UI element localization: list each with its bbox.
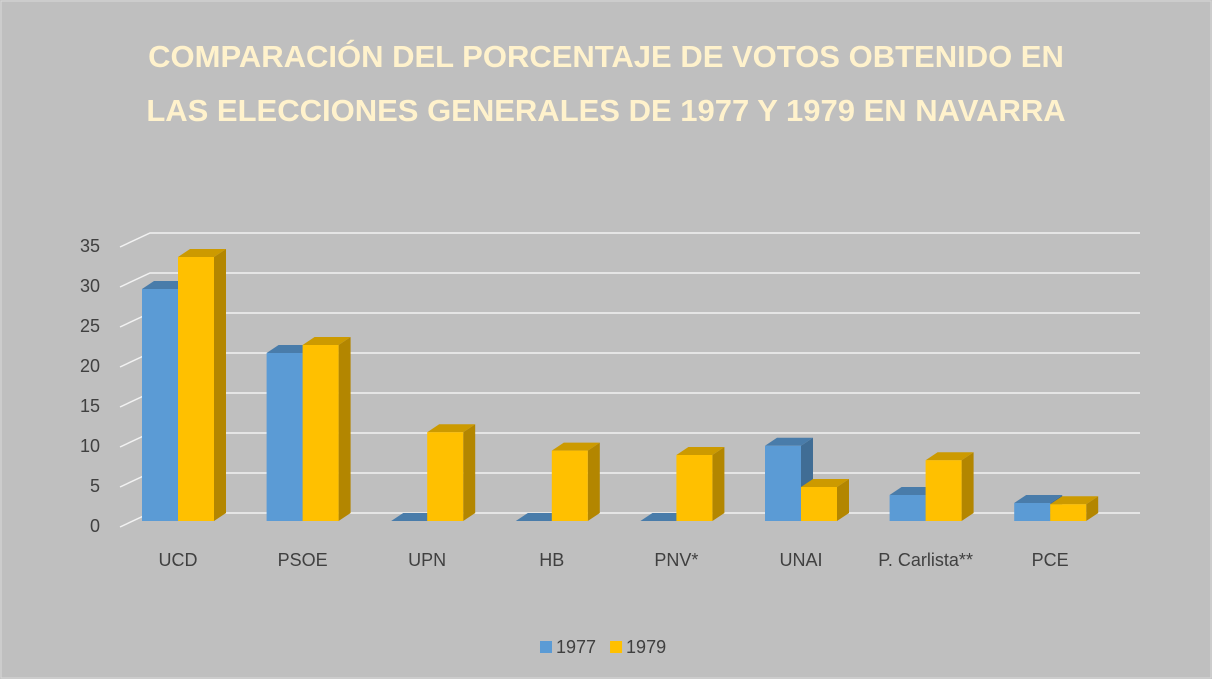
x-tick-label: PSOE xyxy=(277,550,328,570)
legend-swatch xyxy=(610,641,623,653)
bar xyxy=(551,450,588,521)
bar xyxy=(178,257,214,521)
bar-side xyxy=(463,424,476,521)
x-tick-label: HB xyxy=(539,550,565,570)
y-tick-label: 10 xyxy=(80,436,100,456)
legend-swatch xyxy=(540,641,552,653)
bar xyxy=(1050,504,1087,521)
bar-top xyxy=(1014,495,1063,503)
bar-side xyxy=(712,447,725,521)
x-tick-label: UPN xyxy=(408,550,447,570)
bar-top xyxy=(178,249,226,257)
bar-side xyxy=(837,479,849,521)
legend-label: 1979 xyxy=(626,637,666,657)
bar-top xyxy=(551,442,600,451)
bar-top xyxy=(1050,496,1099,505)
y-tick-label: 25 xyxy=(80,316,100,336)
bar xyxy=(676,455,713,521)
bar-side xyxy=(587,442,600,521)
grid-line xyxy=(119,272,1140,288)
bar xyxy=(302,345,339,521)
bar xyxy=(889,495,926,521)
y-tick-label: 35 xyxy=(80,236,100,256)
bar xyxy=(142,289,178,521)
bar-side xyxy=(214,249,226,521)
bar-top xyxy=(765,437,813,446)
y-tick-label: 0 xyxy=(90,516,100,536)
x-tick-label: PNV* xyxy=(654,550,699,570)
bar-side xyxy=(961,452,974,521)
y-tick-label: 15 xyxy=(80,396,100,416)
bar-top xyxy=(925,452,974,461)
x-tick-label: P. Carlista** xyxy=(878,550,973,570)
bar xyxy=(925,460,962,521)
bar-top xyxy=(302,337,351,345)
grid-line xyxy=(119,312,1140,328)
bar xyxy=(801,487,837,521)
bar-top xyxy=(801,479,849,487)
bar xyxy=(427,432,464,521)
y-tick-label: 5 xyxy=(90,476,100,496)
bar-side xyxy=(1086,496,1099,521)
x-tick-label: UNAI xyxy=(779,550,823,570)
legend-label: 1977 xyxy=(556,637,596,657)
bar-top xyxy=(676,447,725,455)
y-tick-label: 30 xyxy=(80,276,100,296)
x-tick-label: UCD xyxy=(158,550,198,570)
bar xyxy=(266,353,303,521)
y-tick-label: 20 xyxy=(80,356,100,376)
bar-side xyxy=(338,337,351,521)
grid-line xyxy=(119,232,1140,248)
chart-title: COMPARACIÓN DEL PORCENTAJE DE VOTOS OBTE… xyxy=(146,39,1066,128)
bar-top xyxy=(427,424,476,433)
bar xyxy=(765,445,801,521)
x-tick-label: PCE xyxy=(1031,550,1069,570)
bar xyxy=(1014,503,1051,521)
